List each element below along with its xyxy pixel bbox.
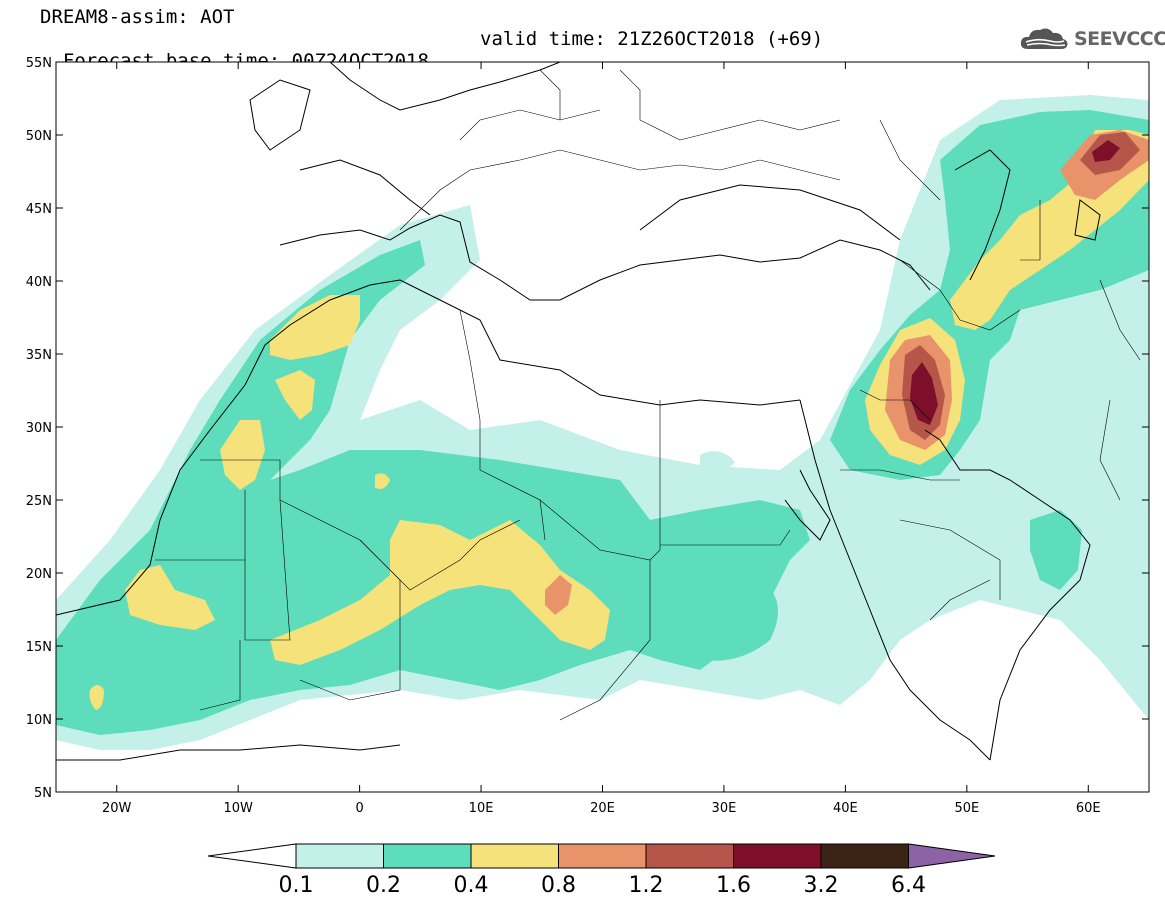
logo-text: SEEVCCC (1074, 28, 1165, 50)
lat-tick-label: 55N (26, 56, 52, 71)
colorbar-label: 6.4 (891, 873, 926, 898)
colorbar-label: 0.1 (279, 873, 314, 898)
colorbar-segment (733, 843, 822, 869)
lon-tick-label: 20W (102, 801, 132, 816)
colorbar-label: 1.2 (629, 873, 664, 898)
lon-tick-label: 50E (954, 801, 979, 816)
lat-tick-label: 10N (26, 713, 52, 728)
colorbar-segment (645, 843, 734, 869)
cloud-icon (1020, 28, 1068, 49)
lat-tick-label: 50N (26, 129, 52, 144)
lon-tick-label: 10W (223, 801, 253, 816)
lat-tick-label: 25N (26, 494, 52, 509)
lat-tick-label: 45N (26, 202, 52, 217)
lat-tick-label: 5N (34, 786, 52, 801)
colorbar-label: 0.4 (454, 873, 489, 898)
colorbar-segment (295, 843, 384, 869)
lon-tick-label: 40E (833, 801, 858, 816)
lon-tick-label: 10E (469, 801, 494, 816)
lon-tick-label: 30E (712, 801, 737, 816)
colorbar-label: 3.2 (804, 873, 839, 898)
colorbar: 0.1 0.2 0.4 0.8 1.2 1.6 3.2 6.4 (207, 843, 996, 898)
aot-level-6-field (910, 140, 1120, 425)
colorbar-segment (558, 843, 647, 869)
lon-tick-label: 20E (590, 801, 615, 816)
colorbar-segment (820, 843, 909, 869)
lon-tick-label: 60E (1076, 801, 1101, 816)
lat-tick-label: 40N (26, 275, 52, 290)
colorbar-segment (383, 843, 472, 869)
valid-time: valid time: 21Z26OCT2018 (+69) (480, 28, 824, 50)
country-borders (155, 69, 1141, 721)
colorbar-label: 1.6 (716, 873, 751, 898)
lat-axis: 55N 50N 45N 40N 35N 30N 25N 20N 15N 10N 5N (26, 56, 1149, 801)
colorbar-under-arrow (207, 843, 297, 869)
lat-tick-label: 35N (26, 348, 52, 363)
lat-tick-label: 15N (26, 640, 52, 655)
coastlines (56, 62, 1101, 761)
map-title: DREAM8-assim: AOT (40, 6, 235, 28)
colorbar-segment (470, 843, 559, 869)
colorbar-label: 0.8 (541, 873, 576, 898)
seevccc-logo: SEEVCCC (1018, 24, 1165, 54)
lon-axis: 20W 10W 0 10E 20E 30E 40E 50E 60E (102, 62, 1101, 816)
colorbar-over-arrow (908, 843, 996, 869)
lat-tick-label: 30N (26, 421, 52, 436)
lat-tick-label: 20N (26, 567, 52, 582)
colorbar-label: 0.2 (366, 873, 401, 898)
lon-tick-label: 0 (355, 801, 363, 816)
